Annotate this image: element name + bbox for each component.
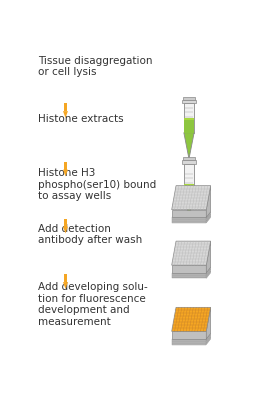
Polygon shape	[63, 111, 68, 118]
Bar	[183, 120, 193, 133]
Polygon shape	[171, 265, 205, 273]
Polygon shape	[205, 214, 210, 221]
Polygon shape	[205, 271, 210, 278]
Polygon shape	[205, 216, 210, 223]
Polygon shape	[205, 241, 210, 273]
Bar	[183, 164, 193, 193]
Polygon shape	[171, 273, 205, 275]
Polygon shape	[171, 218, 205, 219]
Polygon shape	[205, 335, 210, 343]
Polygon shape	[205, 307, 210, 339]
Bar	[183, 104, 193, 133]
Polygon shape	[205, 334, 210, 341]
Bar	[184, 177, 193, 179]
Polygon shape	[205, 337, 210, 345]
Polygon shape	[183, 193, 193, 219]
Bar	[184, 112, 193, 113]
Bar	[183, 157, 194, 160]
Polygon shape	[63, 282, 68, 289]
Bar	[181, 100, 195, 104]
Polygon shape	[171, 341, 205, 343]
Text: Tissue disaggregation
or cell lysis: Tissue disaggregation or cell lysis	[38, 56, 152, 77]
Bar	[183, 184, 193, 186]
Polygon shape	[205, 269, 210, 276]
Polygon shape	[171, 307, 210, 331]
Polygon shape	[171, 275, 205, 276]
Polygon shape	[63, 170, 68, 176]
Bar	[184, 116, 193, 118]
Polygon shape	[205, 267, 210, 275]
Polygon shape	[171, 219, 205, 221]
Bar	[184, 182, 193, 184]
Bar	[183, 118, 193, 120]
Bar	[183, 186, 193, 193]
Bar	[64, 104, 66, 111]
Text: Add detection
antibody after wash: Add detection antibody after wash	[38, 224, 141, 245]
Bar	[181, 160, 195, 164]
Bar	[184, 107, 193, 109]
Bar	[64, 219, 66, 227]
Polygon shape	[183, 133, 193, 159]
Polygon shape	[171, 210, 205, 218]
Text: Add developing solu-
tion for fluorescence
development and
measurement: Add developing solu- tion for fluorescen…	[38, 282, 147, 327]
Polygon shape	[171, 331, 205, 339]
Polygon shape	[205, 212, 210, 219]
Bar	[64, 162, 66, 170]
Polygon shape	[171, 339, 205, 341]
Text: Histone H3
phospho(ser10) bound
to assay wells: Histone H3 phospho(ser10) bound to assay…	[38, 168, 155, 201]
Bar	[184, 173, 193, 175]
Polygon shape	[171, 241, 210, 265]
Polygon shape	[171, 343, 205, 345]
Polygon shape	[171, 221, 205, 223]
Polygon shape	[171, 276, 205, 278]
Polygon shape	[63, 227, 68, 234]
Bar	[183, 97, 194, 100]
Text: Histone extracts: Histone extracts	[38, 114, 123, 124]
Bar	[64, 274, 66, 282]
Polygon shape	[171, 186, 210, 210]
Polygon shape	[205, 186, 210, 218]
